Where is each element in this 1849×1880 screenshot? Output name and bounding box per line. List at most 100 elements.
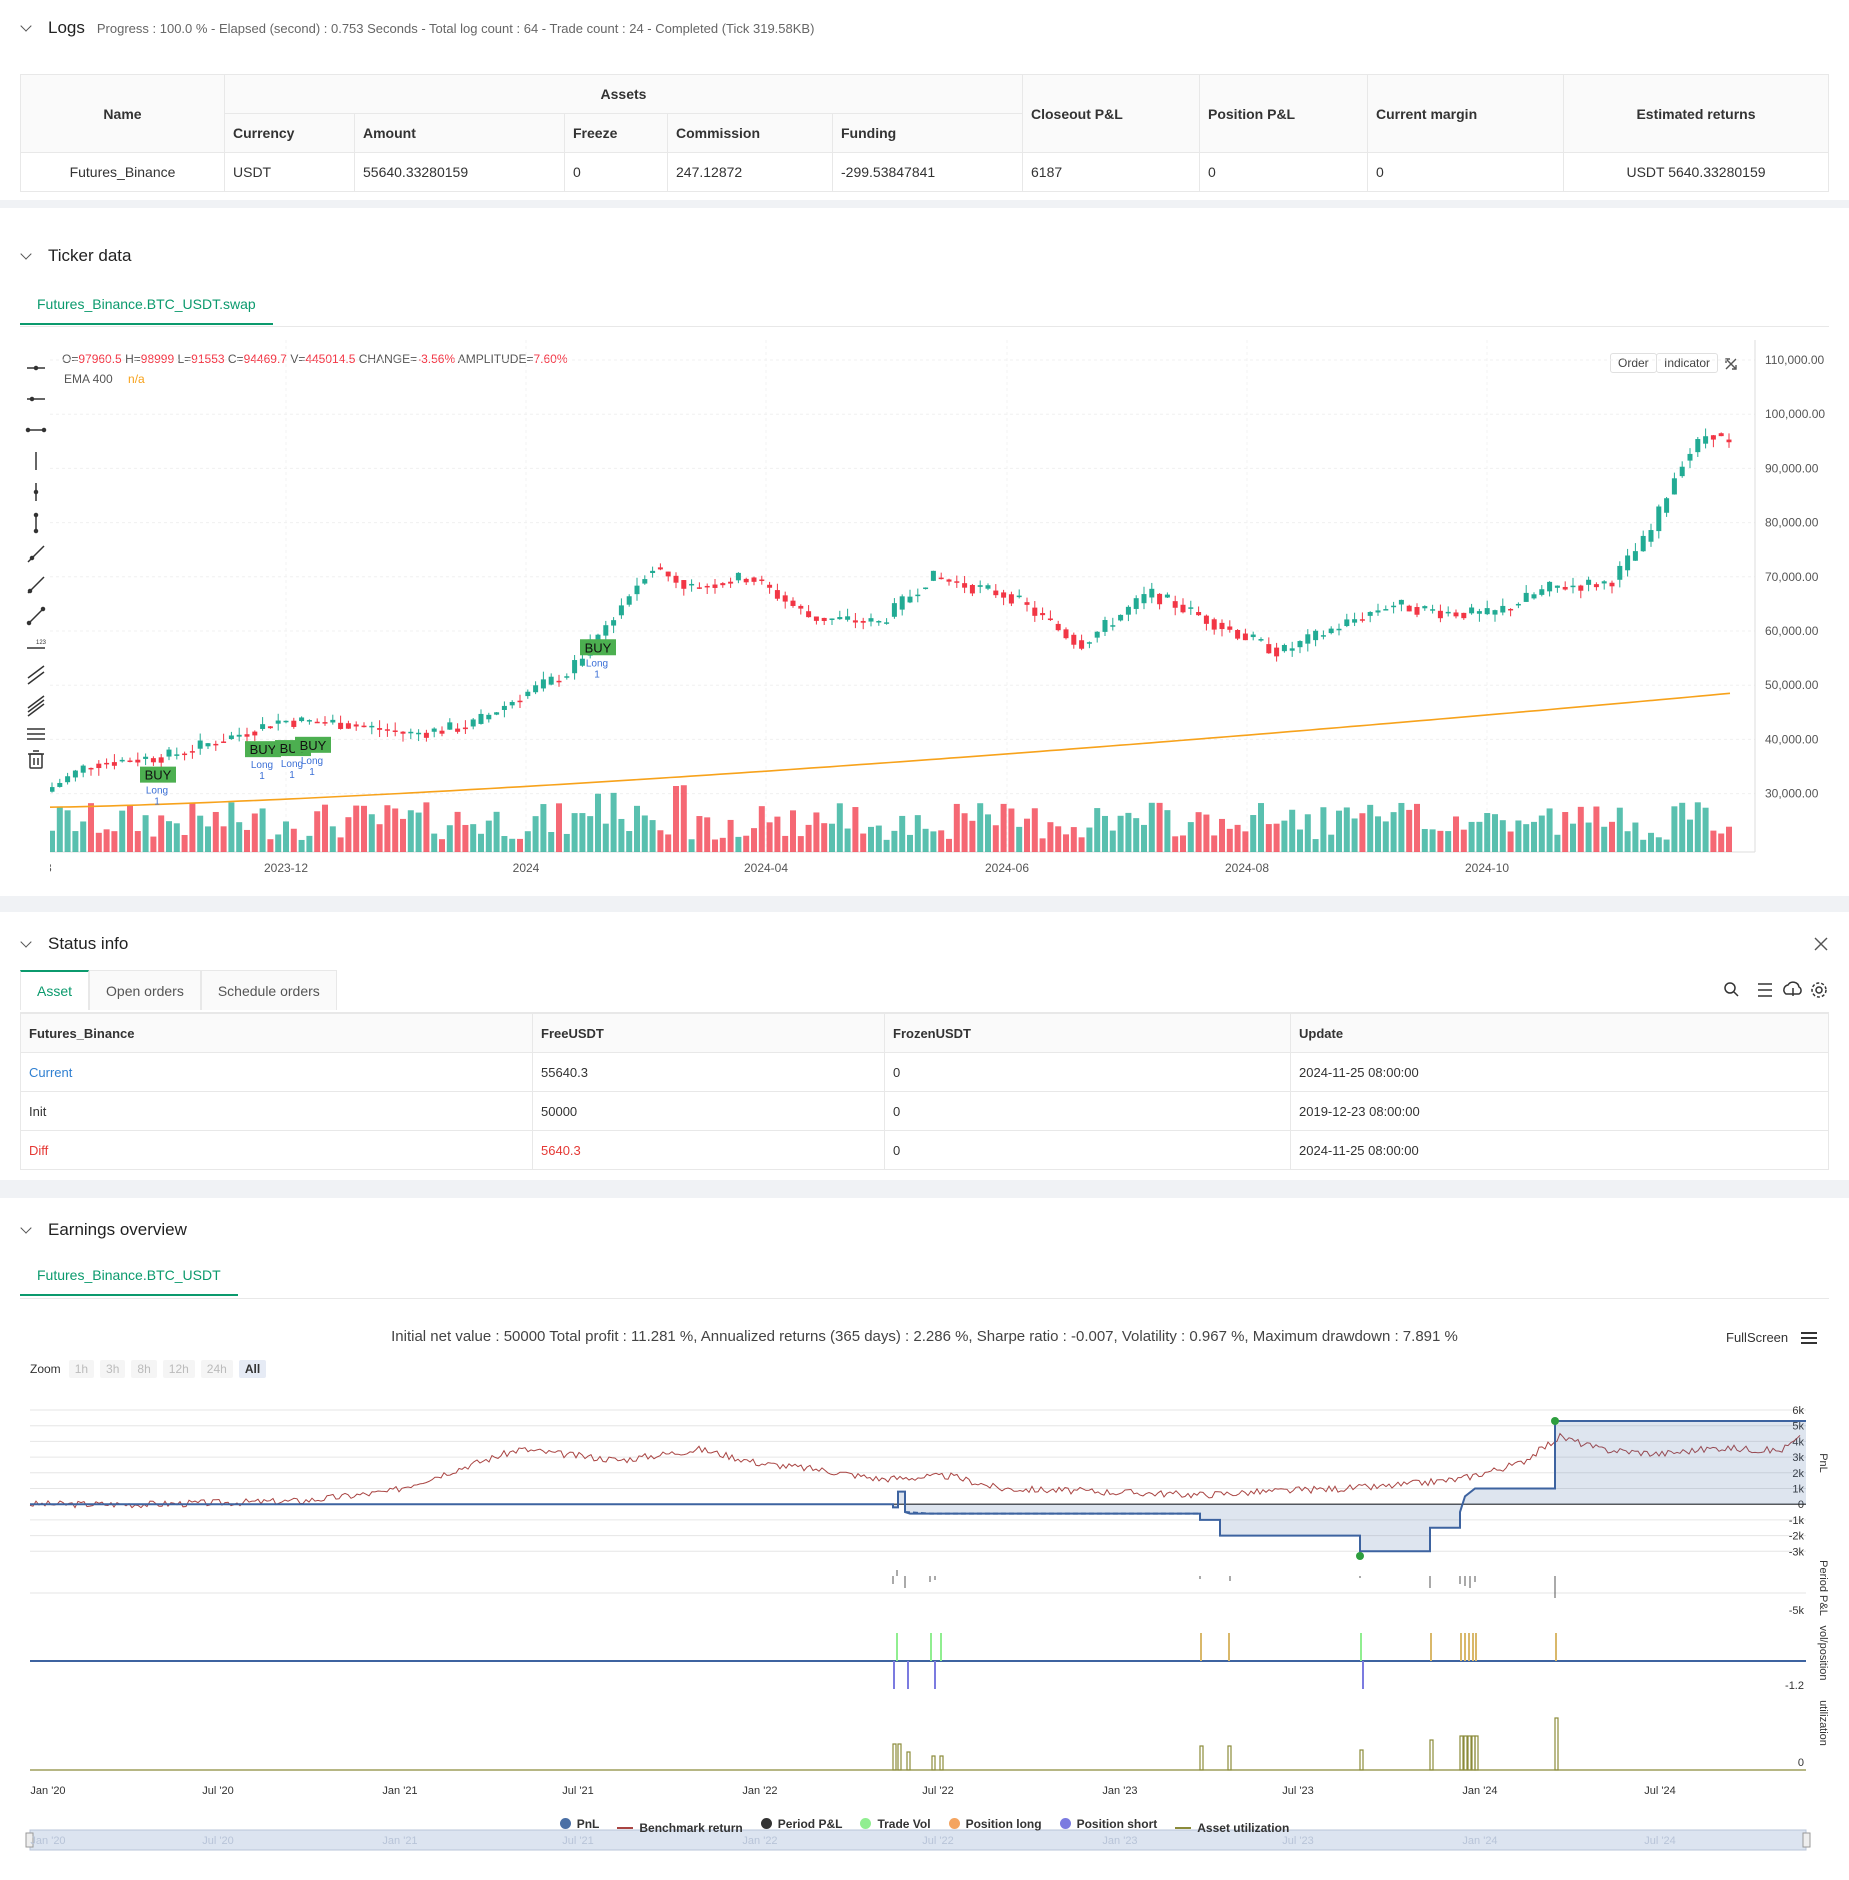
- candle-body: [1367, 611, 1373, 616]
- volume-bar: [1577, 806, 1584, 852]
- list-icon[interactable]: [1758, 983, 1772, 997]
- vertical-segment-icon[interactable]: [33, 512, 39, 534]
- fib-levels-icon[interactable]: [27, 728, 45, 740]
- volume-bar: [665, 834, 672, 852]
- ray-line-icon[interactable]: [27, 576, 45, 594]
- tab-btc-swap[interactable]: Futures_Binance.BTC_USDT.swap: [20, 285, 273, 325]
- volume-bar: [1078, 837, 1085, 852]
- x-tick-label: 2024-08: [1225, 861, 1269, 875]
- candle-body: [611, 620, 617, 626]
- trade-vol-bar: [1460, 1633, 1462, 1661]
- candle-body: [80, 765, 86, 773]
- cloud-download-icon[interactable]: [1783, 981, 1802, 996]
- chevron-down-icon[interactable]: [20, 249, 34, 263]
- parallel-line-icon[interactable]: [27, 665, 45, 685]
- legend-item[interactable]: Position long: [948, 1817, 1042, 1831]
- candle-body: [681, 580, 687, 589]
- search-icon[interactable]: [1724, 982, 1739, 997]
- volume-bar: [431, 833, 438, 852]
- candle-body: [907, 596, 913, 603]
- zoom-3h[interactable]: 3h: [100, 1360, 126, 1378]
- volume-bar: [673, 786, 679, 852]
- zoom-24h[interactable]: 24h: [200, 1360, 233, 1378]
- candle-body: [408, 731, 414, 734]
- ticker-header[interactable]: Ticker data: [20, 244, 131, 268]
- candle-body: [104, 762, 110, 765]
- max-drawdown-marker[interactable]: [1356, 1552, 1364, 1561]
- candle-body: [759, 579, 765, 582]
- legend-item[interactable]: Position short: [1059, 1817, 1157, 1831]
- navigator-handle-right[interactable]: [1802, 1832, 1811, 1848]
- status-header[interactable]: Status info: [20, 932, 128, 956]
- legend-item[interactable]: PnL: [559, 1817, 599, 1831]
- price-line-icon[interactable]: 123: [27, 640, 47, 649]
- trash-icon[interactable]: [28, 750, 44, 769]
- volume-bar: [907, 834, 913, 852]
- candle-body: [868, 618, 874, 622]
- volume-bar: [56, 806, 63, 852]
- tab-btc-usdt[interactable]: Futures_Binance.BTC_USDT: [20, 1256, 238, 1296]
- volume-bar: [1593, 806, 1600, 852]
- earnings-header[interactable]: Earnings overview: [20, 1218, 187, 1242]
- legend-item[interactable]: Period P&L: [760, 1817, 842, 1831]
- trend-line-icon[interactable]: [27, 545, 45, 563]
- chevron-down-icon[interactable]: [20, 21, 34, 35]
- tab-schedule-orders[interactable]: Schedule orders: [200, 970, 337, 1010]
- menu-icon[interactable]: [1800, 1331, 1818, 1345]
- cell-update: 2024-11-25 08:00:00: [1290, 1052, 1829, 1092]
- logs-header[interactable]: Logs Progress : 100.0 % - Elapsed (secon…: [20, 16, 814, 40]
- fullscreen-button[interactable]: FullScreen: [1726, 1330, 1818, 1345]
- expand-icon[interactable]: [1723, 356, 1739, 372]
- status-toolbar: [1724, 981, 1827, 998]
- zoom-12h[interactable]: 12h: [162, 1360, 195, 1378]
- legend-item[interactable]: Asset utilization: [1175, 1821, 1289, 1835]
- legend-item[interactable]: Trade Vol: [860, 1817, 931, 1831]
- tab-asset[interactable]: Asset: [20, 970, 90, 1010]
- candlestick-chart[interactable]: 110,000.00 100,000.00 90,000.00 80,000.00 70…: [50, 340, 1840, 896]
- horizontal-ray-icon[interactable]: [27, 396, 45, 402]
- navigator-handle-left[interactable]: [25, 1832, 34, 1848]
- fib-line-icon[interactable]: [27, 695, 45, 717]
- tab-open-orders[interactable]: Open orders: [89, 970, 201, 1010]
- collapse-icon[interactable]: [1813, 936, 1829, 952]
- volume-bar: [72, 831, 79, 852]
- col-returns: Estimated returns: [1563, 74, 1829, 153]
- volume-bar: [1008, 808, 1015, 852]
- zoom-1h[interactable]: 1h: [68, 1360, 95, 1378]
- candle-body: [1453, 612, 1459, 617]
- zoom-8h[interactable]: 8h: [131, 1360, 157, 1378]
- earnings-legend: PnL Benchmark return Period P&L Trade Vol Po…: [0, 1816, 1849, 1835]
- chevron-down-icon[interactable]: [20, 1223, 34, 1237]
- indicator-button[interactable]: Indicator: [1656, 353, 1719, 373]
- candle-body: [205, 743, 211, 747]
- trade-vol-bar: [1464, 1633, 1466, 1661]
- candle-body: [618, 605, 624, 616]
- ema-legend: EMA 400 n/a: [64, 372, 145, 386]
- col-amount: Amount: [354, 113, 565, 153]
- candle-body: [735, 572, 741, 581]
- y-tick-label: 50,000.00: [1765, 678, 1819, 692]
- gear-icon[interactable]: [1811, 982, 1827, 998]
- segment-line-icon[interactable]: [26, 606, 46, 626]
- row-label[interactable]: Current: [20, 1052, 533, 1092]
- volume-bar: [719, 837, 726, 852]
- vertical-ray-icon[interactable]: [33, 483, 39, 501]
- candle-body: [486, 714, 492, 720]
- chevron-down-icon[interactable]: [20, 937, 34, 951]
- max-profit-marker[interactable]: [1551, 1416, 1559, 1425]
- legend-item[interactable]: Benchmark return: [617, 1821, 743, 1835]
- zoom-all[interactable]: All: [238, 1360, 267, 1378]
- long-qty: 1: [594, 669, 600, 680]
- volume-bar: [275, 834, 282, 852]
- horizontal-line-icon[interactable]: [27, 365, 45, 371]
- volume-bar: [1390, 812, 1397, 852]
- volume-bar: [454, 811, 461, 852]
- horizontal-segment-icon[interactable]: [25, 427, 47, 433]
- x-tick-label: Jul '23: [1282, 1785, 1313, 1797]
- volume-bar: [836, 803, 843, 852]
